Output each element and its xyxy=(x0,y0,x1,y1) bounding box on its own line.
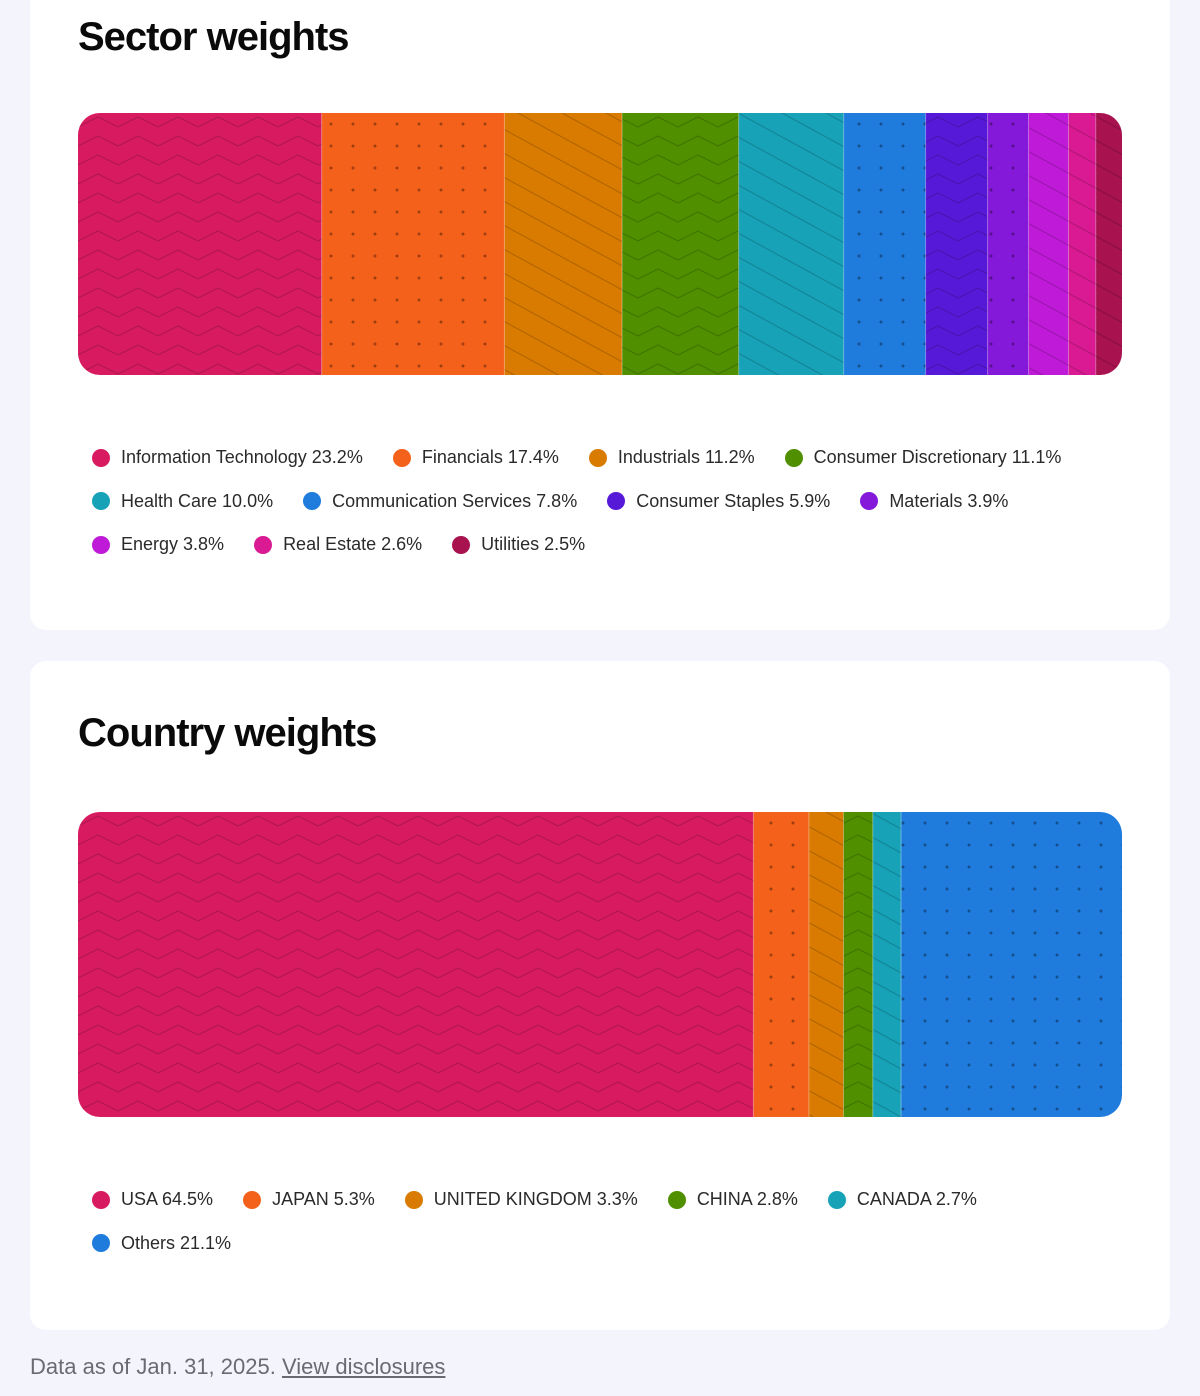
bar-segment-industrials xyxy=(503,113,623,375)
legend-item-usa: USA 64.5% xyxy=(92,1178,213,1222)
bar-segment-utilities xyxy=(1095,113,1122,375)
footnote: Data as of Jan. 31, 2025. View disclosur… xyxy=(30,1354,445,1380)
bar-segment-others xyxy=(900,812,1122,1117)
legend-item-consumer-staples: Consumer Staples 5.9% xyxy=(607,480,830,524)
bar-segment-usa xyxy=(78,812,754,1117)
bar-segment-united-kingdom xyxy=(808,812,844,1117)
legend-dot-icon xyxy=(452,535,471,554)
legend-label: CANADA 2.7% xyxy=(856,1189,977,1210)
legend-label: Health Care 10.0% xyxy=(121,490,274,511)
legend-label: Communication Services 7.8% xyxy=(332,490,578,511)
bar-segment-japan xyxy=(752,812,810,1117)
legend-dot-icon xyxy=(92,448,110,467)
legend-label: Energy 3.8% xyxy=(121,534,225,555)
bar-segment-real-estate xyxy=(1067,113,1097,375)
legend-label: Consumer Staples 5.9% xyxy=(636,490,831,511)
bar-segment-china xyxy=(842,812,874,1117)
legend-label: UNITED KINGDOM 3.3% xyxy=(433,1189,638,1210)
legend-label: Financials 17.4% xyxy=(421,447,559,468)
bar-segment-information-technology xyxy=(78,113,323,375)
legend-item-health-care: Health Care 10.0% xyxy=(92,480,273,524)
legend-item-japan: JAPAN 5.3% xyxy=(243,1178,375,1222)
legend-dot-icon xyxy=(92,535,110,554)
legend-label: JAPAN 5.3% xyxy=(272,1189,375,1210)
legend-item-information-technology: Information Technology 23.2% xyxy=(92,436,363,480)
bar-segment-consumer-discretionary xyxy=(621,113,740,375)
legend-dot-icon xyxy=(667,1190,686,1209)
legend-item-real-estate: Real Estate 2.6% xyxy=(254,523,422,567)
legend-dot-icon xyxy=(588,448,607,467)
bar-segment-materials xyxy=(987,113,1030,375)
legend-dot-icon xyxy=(92,1190,110,1209)
view-disclosures-link[interactable]: View disclosures xyxy=(281,1354,446,1379)
sector-weights-legend: Information Technology 23.2% Financials 1… xyxy=(92,436,1112,567)
sector-weights-card: Sector weights Information Technology 23… xyxy=(30,0,1170,630)
legend-item-financials: Financials 17.4% xyxy=(392,436,559,480)
legend-label: Industrials 11.2% xyxy=(617,447,755,468)
bar-segment-financials xyxy=(321,113,505,375)
legend-dot-icon xyxy=(92,1234,110,1253)
legend-label: Consumer Discretionary 11.1% xyxy=(813,447,1062,468)
legend-item-industrials: Industrials 11.2% xyxy=(588,436,755,480)
bar-segment-communication-services xyxy=(843,113,927,375)
legend-dot-icon xyxy=(827,1190,846,1209)
bar-segment-energy xyxy=(1028,113,1069,375)
legend-item-materials: Materials 3.9% xyxy=(860,480,1008,524)
legend-label: Others 21.1% xyxy=(121,1232,232,1253)
legend-item-united-kingdom: UNITED KINGDOM 3.3% xyxy=(404,1178,638,1222)
legend-item-consumer-discretionary: Consumer Discretionary 11.1% xyxy=(784,436,1062,480)
country-weights-legend: USA 64.5% JAPAN 5.3% UNITED KINGDOM 3.3% CH… xyxy=(92,1178,1112,1265)
legend-item-china: CHINA 2.8% xyxy=(667,1178,798,1222)
legend-item-utilities: Utilities 2.5% xyxy=(452,523,585,567)
legend-item-energy: Energy 3.8% xyxy=(92,523,224,567)
legend-dot-icon xyxy=(92,492,110,511)
legend-dot-icon xyxy=(784,448,803,467)
legend-label: CHINA 2.8% xyxy=(696,1189,798,1210)
bar-segment-consumer-staples xyxy=(925,113,989,375)
bar-segment-canada xyxy=(872,812,902,1117)
legend-label: Information Technology 23.2% xyxy=(121,447,363,468)
bar-segment-health-care xyxy=(738,113,845,375)
legend-label: Utilities 2.5% xyxy=(481,534,586,555)
legend-dot-icon xyxy=(607,492,626,511)
legend-dot-icon xyxy=(254,535,273,554)
sector-weights-bar xyxy=(78,113,1122,375)
country-weights-title: Country weights xyxy=(78,711,377,755)
sector-weights-title: Sector weights xyxy=(78,15,350,59)
legend-dot-icon xyxy=(404,1190,423,1209)
legend-dot-icon xyxy=(860,492,879,511)
legend-dot-icon xyxy=(303,492,322,511)
country-weights-bar xyxy=(78,812,1122,1117)
legend-item-communication-services: Communication Services 7.8% xyxy=(303,480,577,524)
legend-label: USA 64.5% xyxy=(121,1189,214,1210)
legend-dot-icon xyxy=(392,448,411,467)
country-weights-card: Country weights USA 64.5% JAPAN 5.3% UNITE… xyxy=(30,661,1170,1330)
legend-item-canada: CANADA 2.7% xyxy=(827,1178,977,1222)
data-as-of-text: Data as of Jan. 31, 2025. xyxy=(30,1354,276,1379)
legend-label: Real Estate 2.6% xyxy=(283,534,423,555)
legend-dot-icon xyxy=(243,1190,262,1209)
legend-item-others: Others 21.1% xyxy=(92,1222,231,1266)
legend-label: Materials 3.9% xyxy=(889,490,1009,511)
